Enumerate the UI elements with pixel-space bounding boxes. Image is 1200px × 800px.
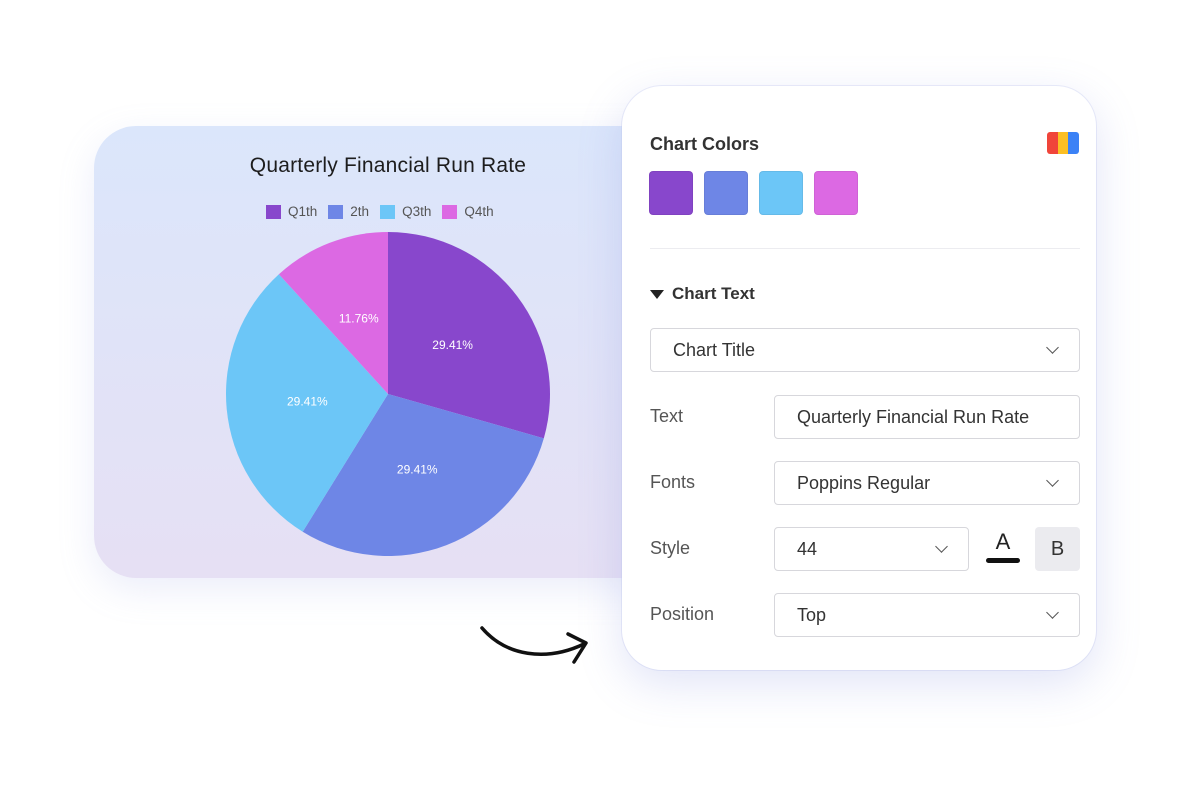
legend-item[interactable]: 2th <box>328 204 369 219</box>
title-text-input[interactable] <box>774 395 1080 439</box>
legend-label: Q1th <box>288 204 318 219</box>
divider <box>650 248 1080 249</box>
legend-item[interactable]: Q1th <box>266 204 317 219</box>
fonts-label: Fonts <box>650 472 696 492</box>
pie-slice[interactable] <box>278 232 388 394</box>
legend-label: Q4th <box>464 204 494 219</box>
style-label: Style <box>650 538 691 558</box>
legend-label: 2th <box>350 204 370 219</box>
chevron-down-icon <box>1046 474 1059 487</box>
pie-slice[interactable] <box>226 274 388 532</box>
chart-settings-panel: Chart Colors Chart Text Chart Title Text… <box>622 86 1096 670</box>
chart-element-value: Chart Title <box>673 339 756 360</box>
font-size-select[interactable]: 44 <box>774 527 969 571</box>
chart-card: Quarterly Financial Run Rate Q1th 2th Q3th… <box>94 126 694 578</box>
color-swatch-1[interactable] <box>649 171 693 215</box>
slice-label: 29.41% <box>432 338 473 352</box>
font-value: Poppins Regular <box>797 472 931 493</box>
curved-arrow-icon <box>480 626 588 664</box>
position-select[interactable]: Top <box>774 593 1080 637</box>
legend-item[interactable]: Q3th <box>380 204 431 219</box>
color-swatch-4[interactable] <box>814 171 858 215</box>
palette-icon[interactable] <box>1047 132 1079 154</box>
bold-button[interactable]: B <box>1035 527 1080 571</box>
color-swatch-2[interactable] <box>704 171 748 215</box>
legend-item[interactable]: Q4th <box>442 204 494 219</box>
chevron-down-icon <box>1046 341 1059 354</box>
chart-text-section-toggle[interactable]: Chart Text <box>650 284 755 304</box>
chart-text-heading: Chart Text <box>672 284 755 303</box>
palette-icon-stripe <box>1068 132 1079 154</box>
legend-swatch <box>266 204 281 219</box>
font-select[interactable]: Poppins Regular <box>774 461 1080 505</box>
text-label: Text <box>650 406 684 426</box>
slice-label: 29.41% <box>397 463 438 477</box>
chart-colors-heading: Chart Colors <box>650 134 760 154</box>
palette-icon-stripe <box>1047 132 1058 154</box>
legend-swatch <box>328 204 344 219</box>
slice-label: 11.76% <box>339 311 379 325</box>
legend-swatch <box>380 204 396 219</box>
legend-label: Q3th <box>402 204 432 219</box>
chevron-down-icon <box>1046 606 1059 619</box>
chart-title: Quarterly Financial Run Rate <box>249 154 527 177</box>
position-value: Top <box>797 604 827 625</box>
pie-slice[interactable] <box>302 394 544 556</box>
color-swatch-3[interactable] <box>759 171 803 215</box>
slice-label: 29.41% <box>287 394 328 408</box>
legend-swatch <box>442 204 458 219</box>
chevron-down-icon <box>935 540 948 553</box>
caret-down-icon <box>650 289 664 299</box>
chart-element-select[interactable]: Chart Title <box>650 328 1080 372</box>
position-label: Position <box>650 604 715 624</box>
palette-icon-stripe <box>1057 132 1069 154</box>
color-swatches <box>649 171 858 215</box>
pie-slice[interactable] <box>388 232 550 439</box>
font-size-value: 44 <box>797 538 818 559</box>
pie-chart: 29.41% 29.41% 29.41% 11.76% <box>226 232 550 556</box>
text-color-bar <box>986 558 1020 563</box>
text-color-icon: A <box>995 529 1011 554</box>
chart-legend: Q1th 2th Q3th Q4th <box>266 204 494 219</box>
text-color-button[interactable]: A <box>986 527 1020 567</box>
